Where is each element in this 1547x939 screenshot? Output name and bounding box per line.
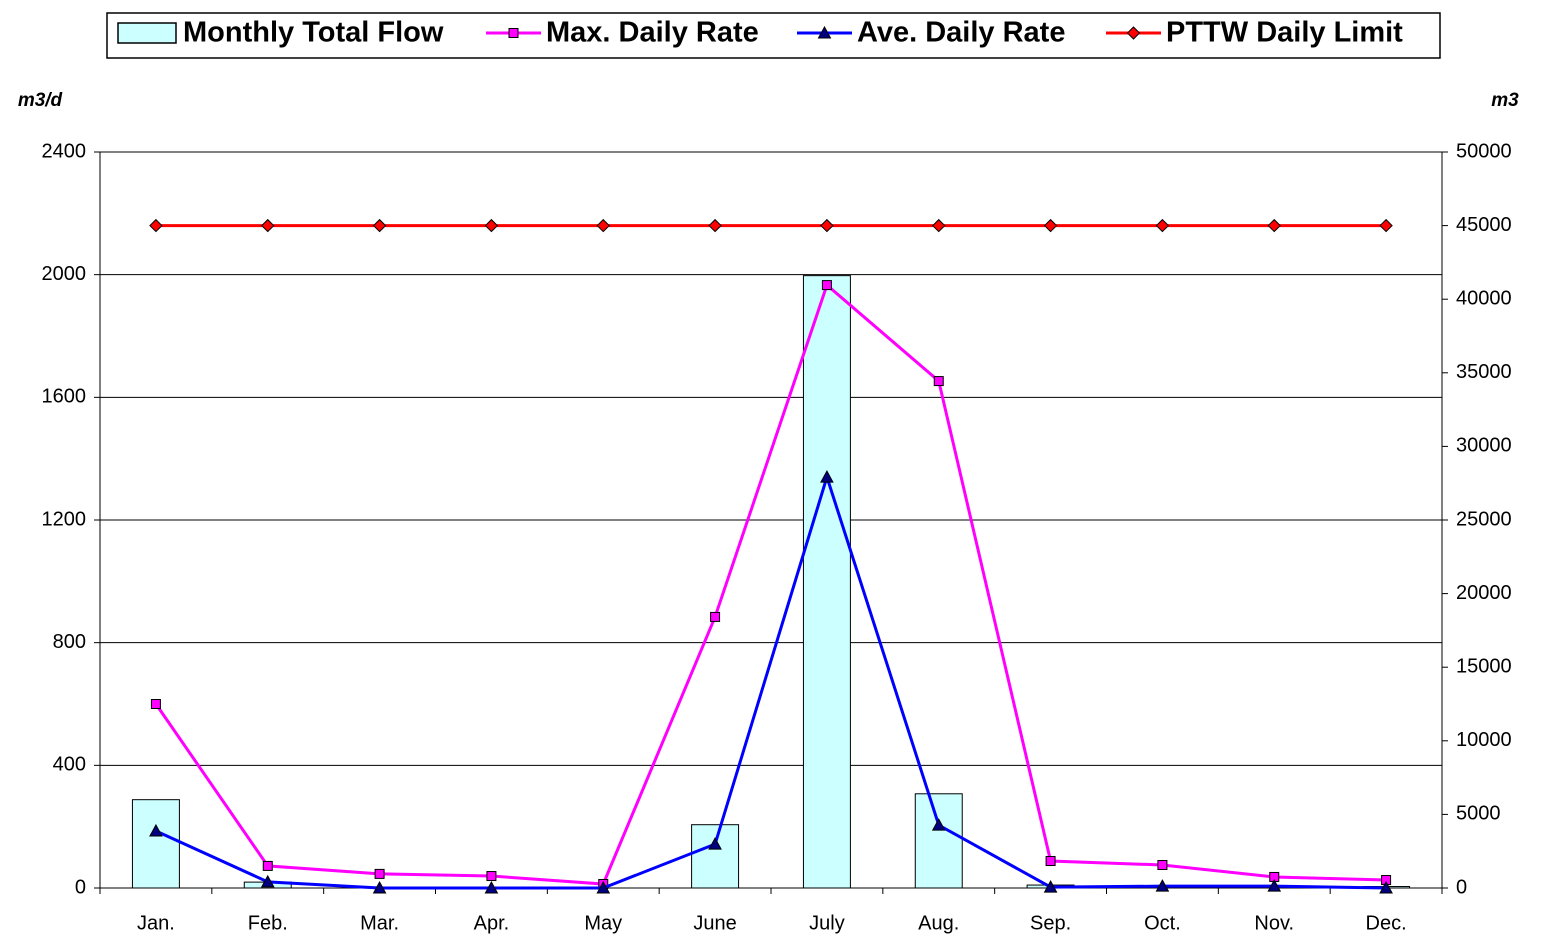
marker <box>933 376 944 387</box>
marker <box>260 874 275 888</box>
legend-marker <box>1126 26 1141 40</box>
y-tick-label: 400 <box>53 754 86 776</box>
marker <box>708 837 722 850</box>
marker <box>486 871 497 882</box>
y2-tick-label: 15000 <box>1456 655 1512 677</box>
legend-box <box>106 12 1441 59</box>
marker <box>372 880 387 894</box>
marker <box>820 470 834 483</box>
marker <box>1379 218 1393 233</box>
y2-tick-label: 5000 <box>1456 803 1501 825</box>
x-tick-label: Feb. <box>248 912 288 934</box>
marker <box>484 880 499 894</box>
marker <box>261 218 275 233</box>
marker <box>1157 860 1168 870</box>
y-tick-label: 2000 <box>42 263 87 285</box>
legend-label: Ave. Daily Rate <box>857 17 1065 49</box>
marker <box>1379 880 1393 894</box>
x-tick-label: June <box>693 912 736 934</box>
y2-axis-label: m3 <box>1491 90 1519 111</box>
y2-tick-label: 50000 <box>1456 140 1512 162</box>
marker <box>262 860 273 871</box>
marker <box>1043 880 1058 893</box>
marker <box>596 218 610 233</box>
line <box>155 472 1387 890</box>
x-tick-label: Mar. <box>360 912 399 934</box>
marker <box>821 280 832 291</box>
y-tick-label: 1200 <box>42 508 87 530</box>
y2-tick-label: 30000 <box>1456 435 1512 457</box>
marker <box>374 868 385 879</box>
marker <box>1155 218 1170 233</box>
y-tick-label: 0 <box>75 876 86 898</box>
x-tick-label: Nov. <box>1254 912 1294 934</box>
y2-tick-label: 10000 <box>1456 729 1512 751</box>
marker <box>1267 879 1282 892</box>
y-tick-label: 800 <box>53 631 86 653</box>
y2-tick-label: 35000 <box>1456 361 1512 383</box>
line <box>154 282 1387 886</box>
x-tick-label: May <box>584 912 622 934</box>
marker <box>596 880 611 894</box>
legend-marker <box>817 25 832 39</box>
marker <box>1155 879 1170 892</box>
x-tick-label: Sep. <box>1030 912 1071 934</box>
marker <box>708 218 722 233</box>
legend-label: Monthly Total Flow <box>183 17 444 49</box>
legend-label: PTTW Daily Limit <box>1166 17 1403 49</box>
marker <box>150 699 161 709</box>
x-tick-label: Aug. <box>918 912 959 934</box>
marker <box>149 218 163 233</box>
x-tick-label: July <box>809 912 845 934</box>
marker <box>1045 856 1056 867</box>
marker <box>484 218 499 233</box>
marker <box>710 611 721 622</box>
marker <box>931 818 946 831</box>
y-tick-label: 1600 <box>42 386 87 408</box>
marker <box>372 218 387 233</box>
x-tick-label: Oct. <box>1144 912 1181 934</box>
x-tick-label: Apr. <box>474 912 510 934</box>
y2-tick-label: 0 <box>1456 876 1467 898</box>
bar <box>691 824 740 889</box>
legend-swatch <box>117 22 177 44</box>
x-tick-label: Jan. <box>137 912 175 934</box>
legend-marker <box>508 28 519 38</box>
marker <box>1267 218 1281 233</box>
x-tick-label: Dec. <box>1366 912 1407 934</box>
bar <box>802 275 851 889</box>
y2-tick-label: 45000 <box>1456 214 1512 236</box>
y-axis-label: m3/d <box>18 90 63 111</box>
marker <box>149 823 163 837</box>
bar <box>914 793 963 889</box>
y2-tick-label: 20000 <box>1456 582 1512 604</box>
y-tick-label: 2400 <box>42 140 87 162</box>
marker <box>932 218 946 233</box>
legend-label: Max. Daily Rate <box>546 17 759 49</box>
y2-tick-label: 40000 <box>1456 287 1512 309</box>
y2-tick-label: 25000 <box>1456 508 1512 530</box>
bar <box>131 799 180 889</box>
marker <box>820 218 834 233</box>
marker <box>1043 218 1058 233</box>
